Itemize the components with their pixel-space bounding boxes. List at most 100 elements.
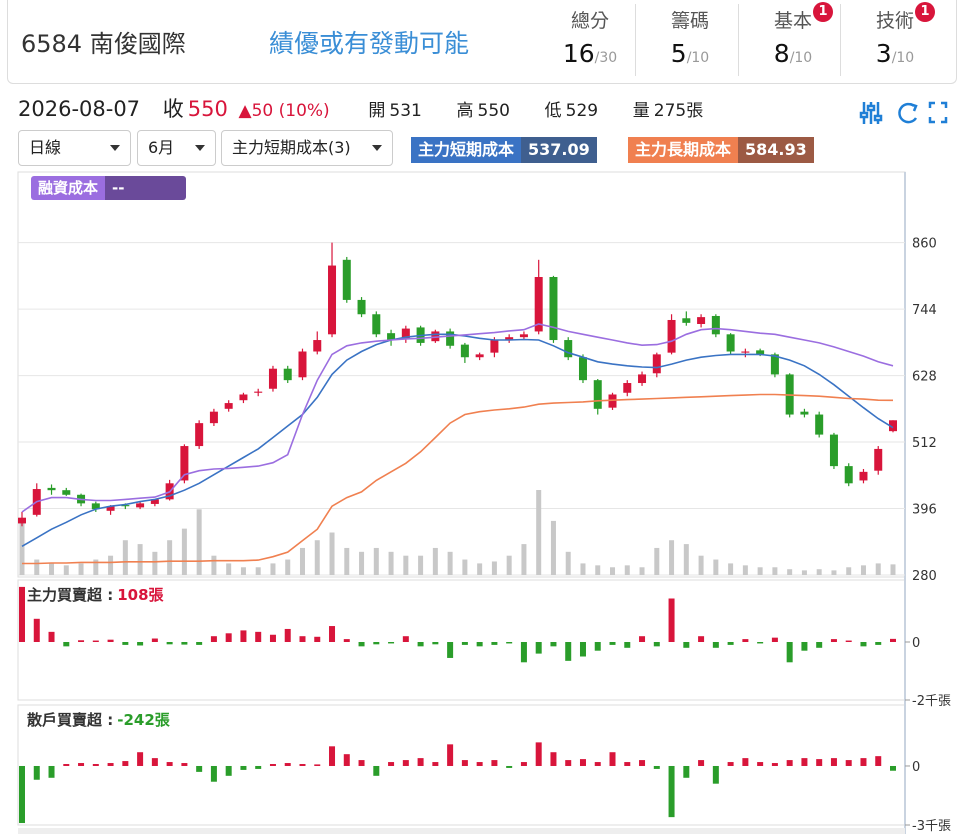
bar — [624, 642, 631, 648]
candle-body — [490, 340, 499, 353]
candle-body — [844, 466, 853, 484]
candle-body — [475, 354, 484, 358]
volume-bar — [565, 551, 571, 575]
bar — [875, 756, 882, 766]
candle-body — [195, 423, 204, 447]
candle-body — [91, 503, 100, 510]
sub-title: 散戶買賣超 : -242張 — [27, 711, 171, 729]
volume-bar — [329, 532, 335, 575]
bar — [683, 642, 690, 648]
bar — [801, 642, 808, 651]
candle-body — [460, 344, 469, 358]
score-max: /10 — [891, 50, 915, 66]
indicator-select[interactable]: 主力短期成本(3) — [221, 130, 393, 166]
bar — [712, 642, 719, 648]
candle-body — [726, 334, 735, 352]
separator — [635, 4, 636, 76]
volume-bar — [860, 565, 866, 575]
candle-body — [756, 350, 765, 355]
bar — [786, 642, 793, 663]
legend-name: 主力長期成本 — [628, 137, 739, 163]
bar — [92, 640, 99, 643]
bar — [550, 642, 557, 647]
bar — [19, 765, 25, 824]
bar — [196, 642, 203, 645]
volume-bar — [801, 570, 807, 575]
bar — [875, 642, 882, 645]
volume-bar — [432, 547, 438, 575]
bar — [284, 628, 291, 643]
candle-body — [534, 277, 543, 332]
volume-bar — [34, 559, 40, 575]
volume-bar — [521, 544, 527, 575]
volume-bar — [669, 540, 675, 575]
volume-bar — [299, 547, 305, 575]
y-tick-label: 0 — [912, 636, 920, 651]
score-label: 基本 — [773, 10, 812, 32]
bar — [757, 642, 764, 644]
bar — [196, 765, 203, 772]
y-tick-label: 0 — [912, 760, 920, 775]
bar — [181, 642, 188, 645]
candle-body — [623, 383, 632, 393]
bar — [388, 642, 395, 644]
bar — [78, 640, 85, 643]
volume-bar — [787, 569, 793, 575]
volume-bar — [240, 567, 246, 575]
volume-bar — [285, 559, 291, 575]
bar — [240, 765, 247, 770]
bar — [520, 762, 527, 766]
bar — [476, 762, 483, 766]
separator — [738, 4, 739, 76]
bar — [860, 758, 867, 766]
volume-bar — [152, 551, 158, 575]
volume-bar — [610, 567, 616, 575]
score-value: 3/10 — [845, 39, 945, 68]
bar — [757, 762, 764, 766]
range-select[interactable]: 6月 — [137, 130, 216, 166]
bar — [830, 639, 837, 643]
candle-body — [106, 506, 115, 511]
bar — [240, 630, 247, 643]
score-number: 5 — [670, 39, 687, 68]
bar — [269, 764, 276, 766]
volume-bar — [477, 563, 483, 575]
bar — [358, 642, 365, 647]
candle-body — [815, 414, 824, 435]
main-frame — [17, 171, 906, 578]
candle-body — [224, 403, 233, 409]
bar — [19, 586, 25, 643]
toolbar-icons[interactable] — [858, 98, 948, 128]
candle-body — [593, 380, 602, 409]
bar — [166, 642, 173, 645]
bar — [609, 752, 616, 766]
candle-body — [283, 368, 292, 381]
candle-body — [298, 351, 307, 378]
volume-bar — [491, 561, 497, 575]
bar — [594, 762, 601, 766]
bar — [890, 638, 896, 643]
period-select[interactable]: 日線 — [18, 130, 131, 166]
bar — [166, 762, 173, 766]
bar — [299, 764, 306, 766]
bar — [255, 631, 262, 643]
bar — [388, 762, 395, 766]
candle-body — [578, 357, 587, 381]
volume-bar — [122, 540, 128, 575]
candle-body — [667, 319, 676, 353]
candle-body — [770, 354, 779, 375]
volume-bar — [654, 547, 660, 575]
score-label: 總分 — [570, 10, 609, 32]
badge: 1 — [813, 2, 833, 22]
volume-bar — [639, 567, 645, 575]
bar — [461, 760, 468, 766]
volume-bar — [550, 520, 556, 575]
bar — [579, 759, 586, 766]
bar — [830, 758, 837, 766]
volume-label: 量 — [632, 101, 650, 121]
y-tick-label: 396 — [912, 503, 937, 518]
bar — [137, 642, 144, 646]
bar — [329, 746, 336, 766]
